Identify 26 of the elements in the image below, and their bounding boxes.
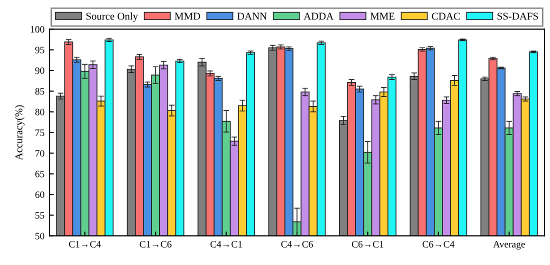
legend-label: MME — [370, 12, 394, 20]
x-tick-label: C4→C1 — [210, 241, 242, 248]
legend-label: CDAC — [432, 12, 460, 20]
x-tick-label: Average — [493, 241, 525, 250]
y-axis-title: Accuracy(%) — [15, 105, 24, 160]
x-tick-label: C4→C6 — [281, 241, 313, 248]
y-tick-label: 85 — [35, 88, 44, 95]
legend-label: SS-DAFS — [498, 12, 538, 20]
y-tick-label: 60 — [35, 191, 44, 198]
y-tick-label: 75 — [36, 130, 44, 136]
y-tick-label: 50 — [35, 232, 44, 240]
y-tick-label: 100 — [30, 26, 44, 33]
y-tick-label: 55 — [35, 212, 44, 219]
y-tick-label: 70 — [36, 150, 44, 157]
y-tick-label: 65 — [35, 170, 44, 178]
x-tick-label: C6→C1 — [352, 241, 384, 248]
legend-label: MMD — [174, 12, 200, 20]
legend-label: Source Only — [86, 12, 138, 22]
legend-label: ADDA — [304, 12, 334, 20]
y-tick-label: 95 — [35, 46, 44, 54]
y-tick-label: 90 — [35, 67, 44, 74]
y-tick-label: 80 — [35, 108, 44, 116]
x-tick-label: C1→C6 — [140, 241, 172, 248]
x-tick-label: C6→C4 — [422, 241, 454, 248]
legend-label: DANN — [237, 12, 267, 20]
x-tick-label: C1→C4 — [69, 241, 101, 248]
